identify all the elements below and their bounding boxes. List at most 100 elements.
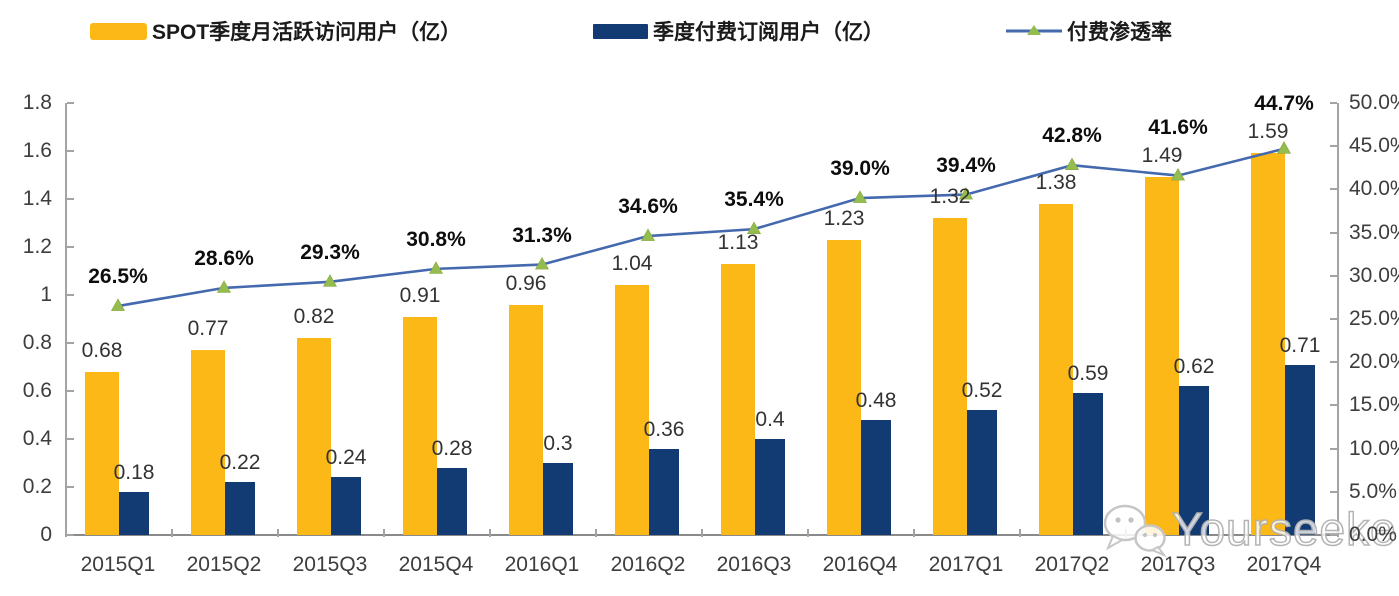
right-axis-tick [1330,102,1337,104]
wechat-icon [1103,504,1167,558]
bar-value-label-mau: 1.38 [1035,170,1077,194]
legend-label-mau: SPOT季度月活跃访问用户（亿） [152,21,462,44]
bar-mau [297,338,331,535]
bar-mau [615,285,649,535]
penetration-value-label: 26.5% [88,265,148,289]
bar-subscribers [755,439,785,535]
bar-value-label-mau: 1.32 [929,185,971,209]
legend-label-penetration: 付费渗透率 [1067,21,1172,44]
bar-value-label-mau: 0.91 [399,283,441,307]
x-axis-tick [383,529,385,537]
right-axis-tick [1330,188,1337,191]
penetration-marker-icon [216,280,232,293]
x-axis-tick [171,529,173,537]
bar-subscribers [1285,364,1315,535]
x-axis-category-label: 2015Q1 [80,553,156,576]
right-axis-tick-label: 40.0% [1349,177,1399,201]
x-axis-tick [1337,529,1339,537]
penetration-marker-icon [428,261,444,274]
left-axis-tick [67,150,74,152]
right-axis-tick-label: 5.0% [1349,479,1397,503]
legend-swatch-subscribers-icon [593,23,648,39]
legend-label-subscribers: 季度付费订阅用户（亿） [653,21,884,44]
bar-value-label-mau: 1.23 [823,206,865,230]
penetration-value-label: 35.4% [724,188,784,212]
bar-value-label-mau: 1.59 [1247,120,1289,144]
bar-value-label-mau: 1.49 [1141,144,1183,168]
x-axis-category-label: 2015Q3 [292,553,368,576]
right-axis-tick [1330,145,1337,148]
bar-value-label-subscribers: 0.36 [643,417,685,441]
penetration-marker-icon [640,228,656,241]
penetration-value-label: 30.8% [406,227,466,251]
x-axis-category-label: 2016Q2 [610,553,686,576]
bar-subscribers [967,410,997,535]
right-axis-tick-label: 0.0% [1349,523,1397,546]
bar-value-label-subscribers: 0.18 [113,460,155,484]
bar-value-label-mau: 0.68 [81,338,123,362]
bar-mau [933,218,967,535]
x-axis-tick [1231,529,1233,537]
bar-value-label-mau: 0.96 [505,271,547,295]
right-axis-tick [1330,404,1337,407]
watermark-text: Yourseeker [1171,502,1399,556]
x-axis-tick [1019,529,1021,537]
left-axis-tick-label: 0.4 [22,427,52,450]
x-axis-category-label: 2015Q2 [186,553,262,576]
left-axis-tick [67,102,74,104]
legend-item-mau: SPOT季度月活跃访问用户（亿） [90,14,461,48]
left-axis-tick-label: 1.6 [22,139,52,162]
penetration-marker-icon [322,274,338,287]
bar-value-label-subscribers: 0.3 [543,432,573,455]
left-axis-tick [67,438,74,440]
x-axis-category-label: 2017Q3 [1140,553,1216,576]
right-axis-tick [1330,274,1337,277]
bar-mau [827,239,861,535]
bar-mau [85,371,119,535]
left-axis-tick-label: 1.4 [22,187,52,210]
left-axis-line [65,103,67,535]
bar-subscribers [119,491,149,535]
x-axis-category-label: 2017Q1 [928,553,1004,576]
left-axis-tick-label: 1.8 [22,91,52,114]
penetration-value-label: 39.4% [936,153,996,177]
bar-value-label-subscribers: 0.62 [1173,355,1215,379]
penetration-value-label: 42.8% [1042,124,1102,148]
bar-mau [509,304,543,535]
bar-subscribers [1073,393,1103,535]
penetration-value-label: 28.6% [194,246,254,270]
bar-value-label-subscribers: 0.4 [755,408,785,431]
x-axis-category-label: 2016Q1 [504,553,580,576]
bar-subscribers [225,482,255,535]
bar-mau [721,263,755,535]
x-axis-category-label: 2017Q4 [1246,553,1322,576]
bar-subscribers [331,477,361,535]
left-axis-tick [67,342,74,344]
x-axis-tick [277,529,279,537]
penetration-marker-icon [852,190,868,203]
penetration-value-label: 34.6% [618,195,678,219]
penetration-marker-icon [110,298,126,311]
bar-value-label-mau: 0.77 [187,317,229,341]
right-axis-tick [1330,534,1337,536]
bar-value-label-mau: 1.13 [717,230,759,254]
x-axis-tick [489,529,491,537]
penetration-marker-icon [1064,157,1080,171]
bar-value-label-subscribers: 0.52 [961,379,1003,403]
penetration-value-label: 44.7% [1254,92,1314,116]
bar-value-label-subscribers: 0.24 [325,446,367,470]
bar-mau [191,350,225,535]
right-axis-tick-label: 20.0% [1349,350,1399,374]
x-axis-tick [701,529,703,537]
left-axis-tick [67,198,74,200]
right-axis-tick [1330,490,1337,493]
left-axis-tick-label: 0.6 [22,379,52,402]
right-axis-tick-label: 15.0% [1349,393,1399,417]
right-axis-tick-label: 50.0% [1349,91,1399,114]
left-axis-tick [67,390,74,392]
left-axis-tick-label: 1 [40,283,52,306]
x-axis-category-label: 2016Q3 [716,553,792,576]
left-axis-tick [67,534,74,536]
bar-value-label-subscribers: 0.48 [855,388,897,412]
